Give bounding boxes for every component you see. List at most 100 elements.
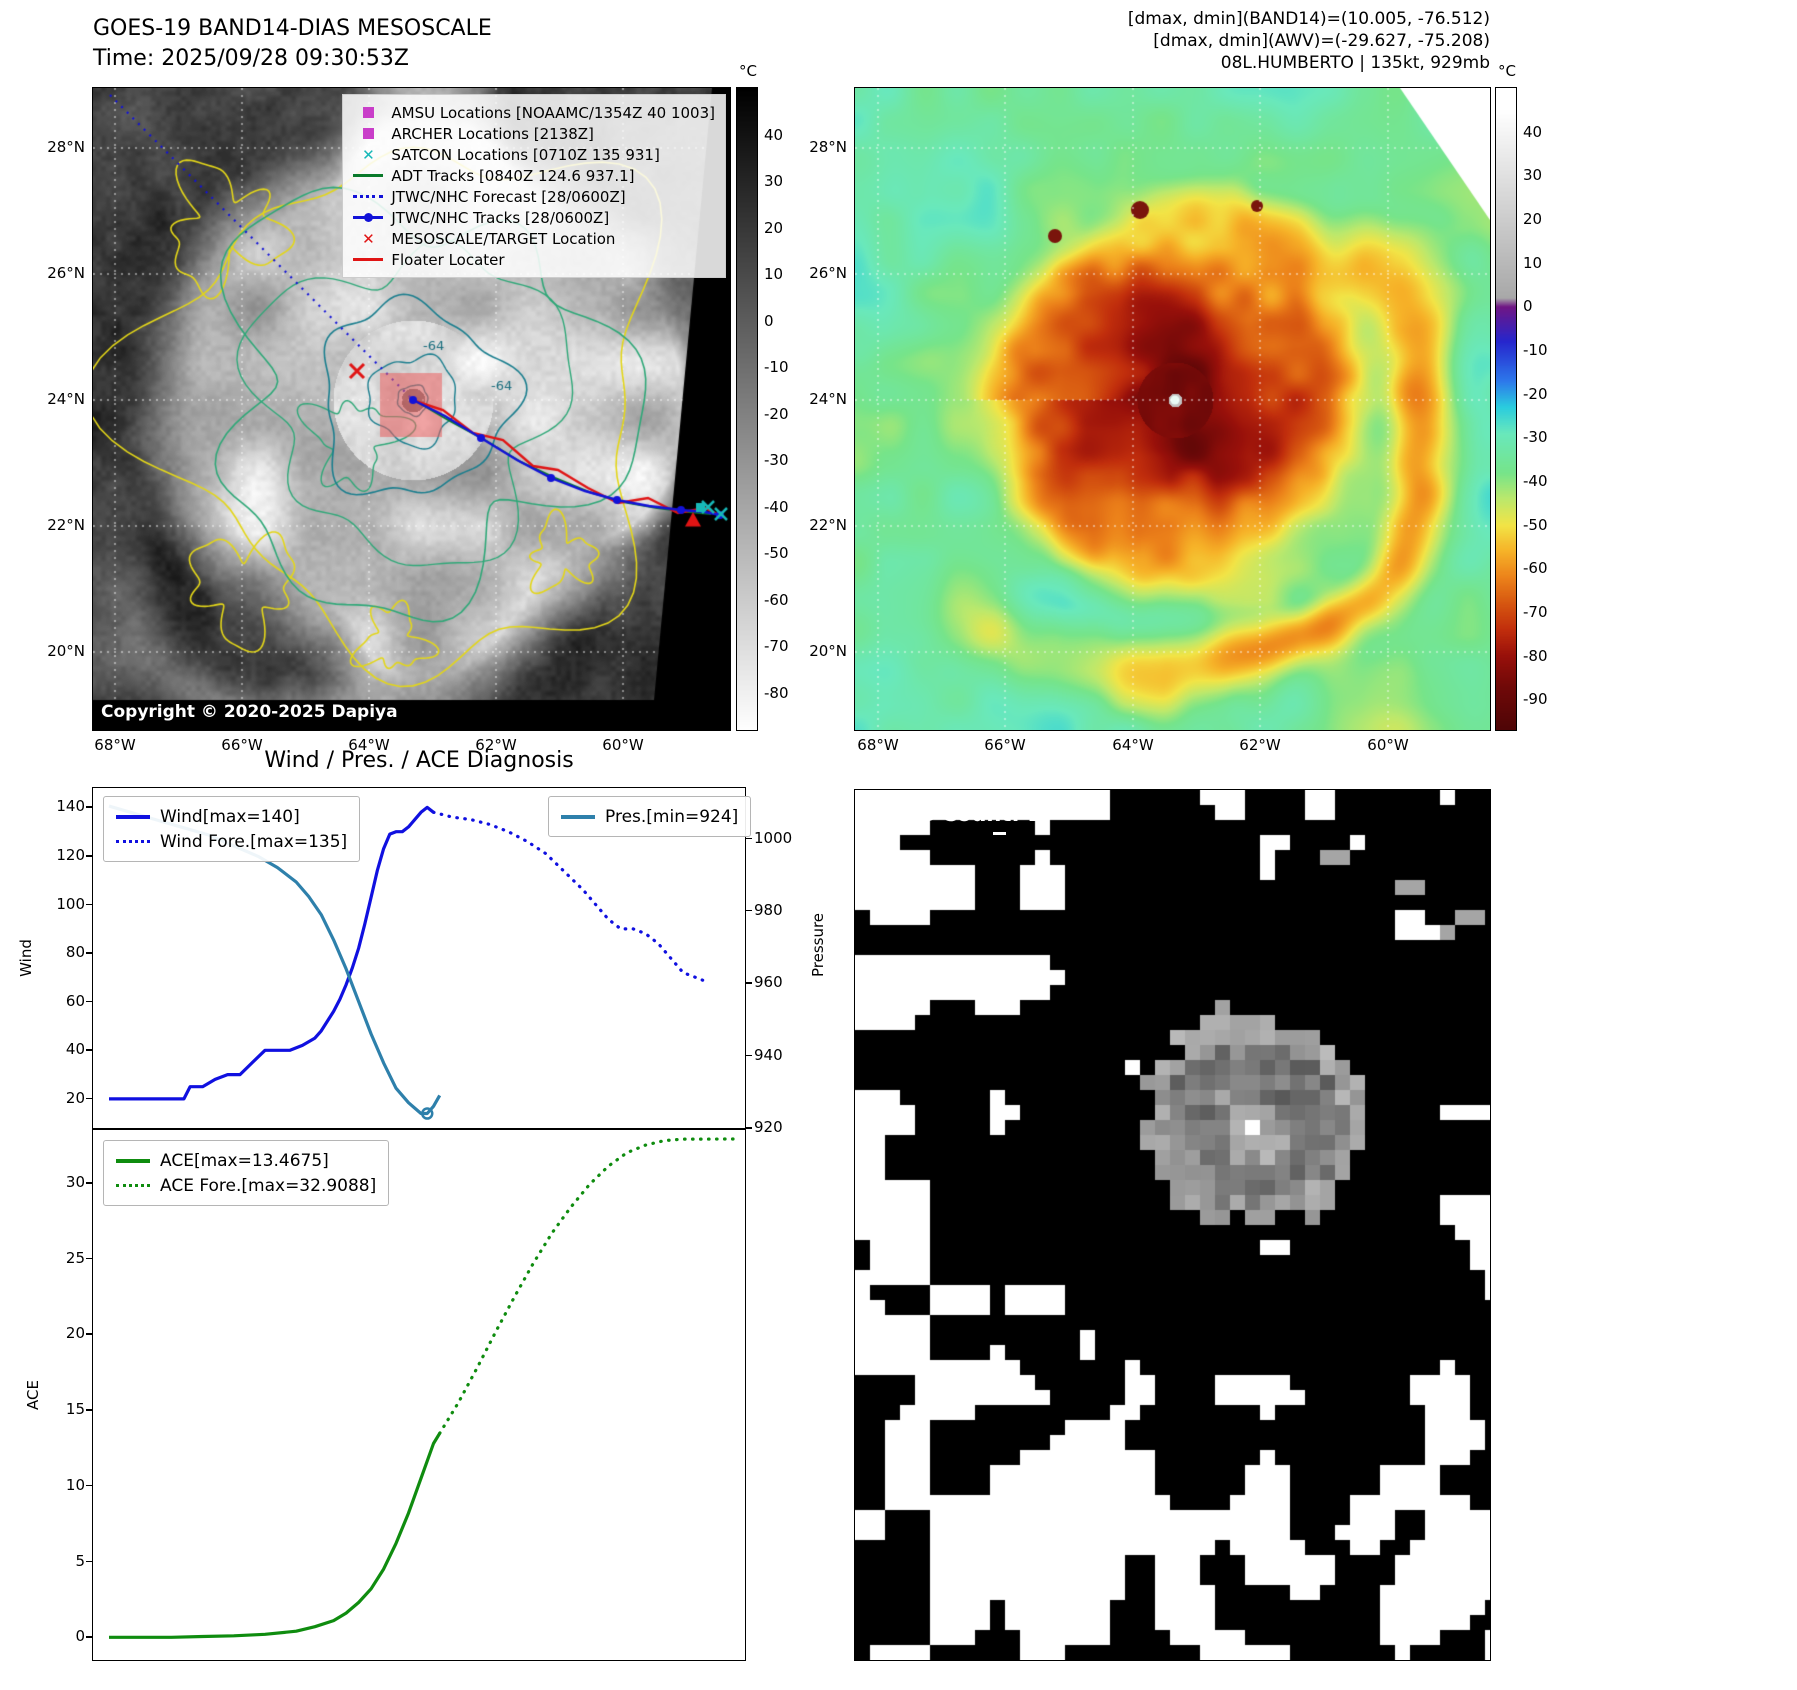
band14-title: GOES-19 BAND14-DIAS MESOSCALE <box>93 16 492 41</box>
colorbar-tick-label: -10 <box>764 358 789 377</box>
ir-colorbar-gradient <box>1495 87 1517 731</box>
solid-line-icon <box>116 1158 150 1163</box>
y-tick-mark <box>86 1000 92 1003</box>
lon-tick-label: 64°W <box>1112 736 1154 754</box>
ir-satellite-canvas <box>855 88 1490 730</box>
y-tick-label: 60 <box>65 991 85 1010</box>
legend-item: JTWC/NHC Forecast [28/0600Z] <box>353 186 715 207</box>
y-tick-mark <box>86 1049 92 1051</box>
y-tick-label: 15 <box>65 1400 85 1419</box>
legend-item: Floater Locater <box>353 249 715 270</box>
colorbar-tick-label: -60 <box>1523 559 1548 578</box>
lat-tick-label: 20°N <box>47 642 85 660</box>
legend-item: JTWC/NHC Tracks [28/0600Z] <box>353 207 715 228</box>
colorbar-tick-label: -50 <box>764 544 789 563</box>
colorbar-tick-label: -70 <box>764 637 789 656</box>
chart-legend: Pres.[min=924] <box>548 796 752 837</box>
lon-tick-label: 66°W <box>221 736 263 754</box>
chart-legend-label: ACE Fore.[max=32.9088] <box>160 1175 377 1196</box>
x-marker-icon: ✕ <box>362 229 375 248</box>
dotted-line-icon <box>116 1184 150 1187</box>
lon-tick-label: 60°W <box>602 736 644 754</box>
pressure-axis-label: Pressure <box>809 912 827 978</box>
dotted-marker-icon <box>353 190 384 204</box>
colorbar-tick-label: 0 <box>764 311 774 330</box>
series-line <box>438 1137 735 1435</box>
legend-item: AMSU Locations [NOAAMC/1354Z 40 1003] <box>353 102 715 123</box>
colorbar-tick-label: 10 <box>764 265 784 284</box>
colorbar-tick-label: -80 <box>1523 646 1548 665</box>
legend-item-label: JTWC/NHC Forecast [28/0600Z] <box>391 187 626 206</box>
band14-colorbar-unit: °C <box>739 62 757 80</box>
ir-header: [dmax, dmin](BAND14)=(10.005, -76.512) [… <box>1040 8 1490 74</box>
colorbar-tick-label: -30 <box>764 451 789 470</box>
colorbar-tick-label: -10 <box>1523 341 1548 360</box>
ir-map <box>854 87 1491 731</box>
y-tick-label: 40 <box>65 1040 85 1059</box>
y-tick-mark <box>86 1097 92 1100</box>
line-marker-marker-icon <box>353 211 384 225</box>
ir-header-band14: [dmax, dmin](BAND14)=(10.005, -76.512) <box>1127 9 1490 29</box>
series-line <box>109 1432 442 1639</box>
ir-colorbar: 40 30 20 10 0 -10 -20 -30 -40 -50 -60 -70 -80 -90 <box>1495 87 1548 731</box>
y-tick-label: 5 <box>75 1551 85 1570</box>
ace-chart: ACE[max=13.4675] ACE Fore.[max=32.9088] <box>92 1129 746 1661</box>
chart-legend: Wind[max=140] Wind Fore.[max=135] <box>103 796 361 862</box>
ir-header-awv: [dmax, dmin](AWV)=(-29.627, -75.208) <box>1153 31 1490 51</box>
lat-tick-label: 28°N <box>47 138 85 156</box>
y-tick-mark-right <box>746 1127 752 1129</box>
y-tick-mark-right <box>746 982 752 984</box>
legend-item-label: Floater Locater <box>391 250 505 269</box>
chart-legend-item: Wind[max=140] <box>116 804 347 829</box>
x-marker-icon: ✕ <box>362 145 375 164</box>
chart-legend-item: Wind Fore.[max=135] <box>116 829 347 854</box>
solid-line-icon <box>561 814 595 819</box>
y-tick-label: 100 <box>56 894 85 913</box>
chart-legend-label: ACE[max=13.4675] <box>160 1150 329 1171</box>
square-marker-icon <box>353 106 383 120</box>
chart-legend-label: Pres.[min=924] <box>605 806 739 827</box>
y-tick-label-right: 980 <box>754 900 783 919</box>
colorbar-tick-label: -20 <box>1523 384 1548 403</box>
colorbar-tick-label: -40 <box>764 497 789 516</box>
line-marker-icon <box>353 253 384 267</box>
lon-tick-label: 62°W <box>1239 736 1281 754</box>
chart-legend-item: ACE[max=13.4675] <box>116 1148 376 1173</box>
ir-colorbar-unit: °C <box>1498 62 1516 80</box>
y-tick-mark <box>86 952 92 954</box>
y-tick-label-right: 940 <box>754 1045 783 1064</box>
chart-legend-label: Wind[max=140] <box>160 806 300 827</box>
solid-line-icon <box>116 814 150 819</box>
square-glyph <box>362 128 374 139</box>
colorbar-tick-label: 20 <box>1523 210 1543 229</box>
colorbar-tick-label: 10 <box>1523 253 1543 272</box>
diagnosis-title: Wind / Pres. / ACE Diagnosis <box>264 748 574 773</box>
legend-item-label: AMSU Locations [NOAAMC/1354Z 40 1003] <box>391 103 715 122</box>
colorbar-tick-label: -70 <box>1523 603 1548 622</box>
chart-legend-item: Pres.[min=924] <box>561 804 738 829</box>
y-tick-label: 30 <box>65 1173 85 1191</box>
y-tick-label: 10 <box>65 1475 85 1494</box>
colorbar-tick-label: -90 <box>1523 690 1548 709</box>
colorbar-tick-label: -20 <box>764 404 789 423</box>
y-tick-mark-right <box>746 837 752 840</box>
lat-tick-label: 26°N <box>47 264 85 282</box>
ir-header-storm: 08L.HUMBERTO | 135kt, 929mb <box>1220 53 1490 73</box>
lat-tick-label: 20°N <box>809 642 847 660</box>
y-tick-label: 20 <box>65 1088 85 1107</box>
wind-axis-label: Wind <box>17 939 35 977</box>
colorbar-tick-label: 40 <box>764 125 784 144</box>
wmg-count-label: WMG Count: 1 <box>873 802 1042 826</box>
ace-axis-label: ACE <box>24 1380 42 1410</box>
chart-legend-label: Wind Fore.[max=135] <box>160 831 348 852</box>
colorbar-tick-label: -40 <box>1523 472 1548 491</box>
band14-colorbar-gradient <box>736 87 758 731</box>
y-tick-mark <box>86 1636 92 1638</box>
lat-tick-label: 28°N <box>809 138 847 156</box>
y-tick-mark-right <box>746 1054 752 1057</box>
colorbar-tick-label: 0 <box>1523 297 1533 316</box>
lon-tick-label: 62°W <box>475 736 517 754</box>
lat-tick-label: 24°N <box>47 390 85 408</box>
wmg-panel: WMG Count: 1 <box>854 789 1491 1661</box>
